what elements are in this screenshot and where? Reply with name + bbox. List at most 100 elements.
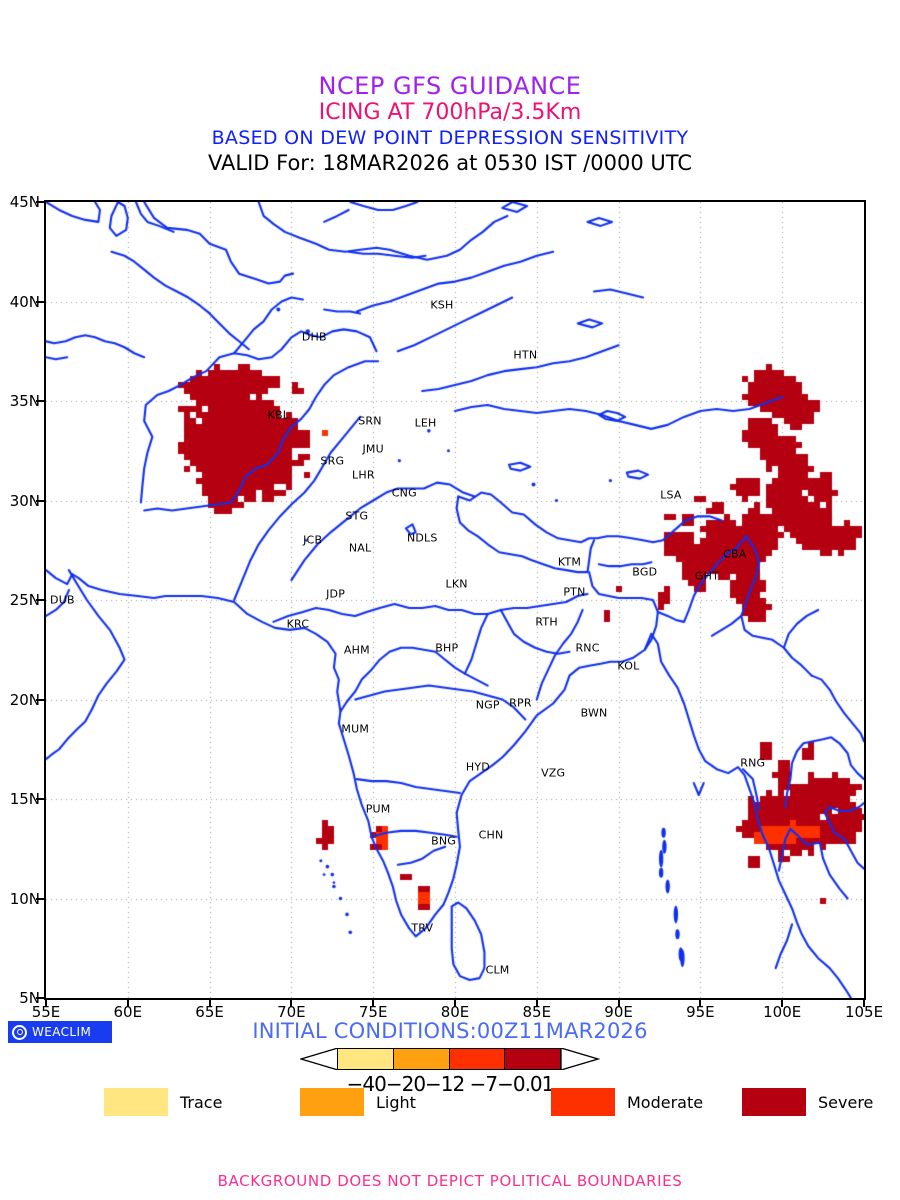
y-axis-tick-label: 35N (9, 392, 40, 410)
legend-item-trace: Trace (104, 1088, 222, 1116)
city-label-ndls: NDLS (406, 531, 438, 545)
y-axis-tick-label: 40N (9, 292, 40, 311)
y-axis-tick-mark (36, 599, 44, 601)
legend-label-trace: Trace (180, 1092, 223, 1112)
colorbar-cell-0 (338, 1049, 394, 1069)
city-label-nal: NAL (348, 541, 372, 555)
legend: Trace Light Moderate Severe (0, 1088, 900, 1122)
city-label-kol: KOL (617, 659, 640, 673)
x-axis-tick-label: 85E (522, 1003, 552, 1021)
city-label-chn: CHN (478, 828, 504, 842)
y-axis-tick-label: 25N (9, 591, 40, 609)
x-axis-tick-label: 55E (31, 1003, 61, 1021)
city-label-srg: SRG (320, 454, 345, 468)
legend-swatch-trace (104, 1088, 168, 1116)
colorbar-cell-1 (393, 1049, 450, 1069)
x-axis-tick-mark (535, 1000, 538, 1007)
city-label-clm: CLM (485, 963, 510, 977)
city-label-rpr: RPR (509, 696, 532, 710)
city-label-trv: TRV (411, 921, 434, 935)
city-label-ksh: KSH (430, 298, 454, 312)
city-label-bwn: BWN (580, 706, 608, 720)
header-block: NCEP GFS GUIDANCE ICING AT 700hPa/3.5Km … (0, 0, 900, 176)
x-axis-tick-label: 105E (844, 1003, 884, 1021)
x-axis-tick-label: 100E (763, 1003, 802, 1021)
legend-item-moderate: Moderate (551, 1088, 703, 1116)
y-axis-tick-mark (36, 698, 44, 701)
city-label-jcb: JCB (303, 533, 323, 547)
colorbar (337, 1048, 561, 1070)
x-axis-tick-mark (617, 1000, 620, 1007)
y-axis-tick-label: 45N (9, 193, 40, 211)
initial-conditions-text: INITIAL CONDITIONS:00Z11MAR2026 (252, 1019, 648, 1043)
legend-swatch-severe (742, 1088, 806, 1116)
city-label-lhr: LHR (352, 468, 375, 482)
city-label-ahm: AHM (343, 643, 370, 657)
y-axis-tick-label: 20N (9, 690, 40, 709)
city-label-hyd: HYD (465, 760, 490, 774)
colorbar-block: −40−20−12 −7−0.01 (0, 1046, 900, 1096)
city-label-cng: CNG (391, 486, 417, 500)
city-label-rng: RNG (740, 756, 766, 770)
y-axis-tick-mark (36, 300, 44, 303)
colorbar-right-arrow-icon (560, 1048, 600, 1070)
city-label-ktm: KTM (557, 555, 582, 569)
legend-item-severe: Severe (742, 1088, 873, 1116)
legend-item-light: Light (300, 1088, 416, 1116)
legend-swatch-moderate (551, 1088, 615, 1116)
y-axis-tick-mark (36, 201, 44, 203)
colorbar-left-arrow-icon (300, 1048, 339, 1070)
x-axis-tick-mark (208, 1000, 211, 1007)
legend-label-severe: Severe (818, 1092, 874, 1112)
city-label-jmu: JMU (362, 442, 384, 456)
map-plot-area[interactable]: DHB KSH HTN KBL SRN LEH JMU SRG LHR CNG STG NDLS JCB… (44, 200, 866, 1000)
title-line-2: ICING AT 700hPa/3.5Km (318, 100, 582, 125)
disclaimer-text: BACKGROUND DOES NOT DEPICT POLITICAL BOU… (217, 1172, 683, 1190)
x-axis-tick-mark (372, 1000, 375, 1007)
city-label-pum: PUM (365, 802, 391, 816)
city-label-bhp: BHP (435, 641, 459, 655)
city-label-ngp: NGP (475, 698, 500, 712)
y-axis-tick-mark (36, 499, 44, 502)
city-label-ptn: PTN (563, 585, 586, 599)
x-axis-tick-label: 75E (358, 1003, 388, 1021)
title-line-1: NCEP GFS GUIDANCE (318, 72, 582, 100)
city-label-cba: CBA (723, 547, 747, 561)
city-label-lkn: LKN (445, 577, 468, 591)
city-label-rnc: RNC (575, 641, 600, 655)
x-axis-tick-label: 70E (277, 1003, 306, 1021)
y-axis-tick-label: 10N (9, 889, 40, 908)
city-label-rth: RTH (535, 615, 558, 629)
legend-label-light: Light (376, 1092, 416, 1112)
city-label-htn: HTN (513, 348, 538, 362)
city-label-mum: MUM (341, 722, 370, 736)
x-axis-tick-mark (863, 1000, 865, 1007)
city-label-lsa: LSA (660, 488, 682, 502)
x-axis-tick-mark (699, 1000, 702, 1007)
weaclim-label: WEACLIM (32, 1025, 92, 1039)
map-canvas (46, 202, 864, 998)
y-axis-tick-mark (36, 400, 44, 402)
city-label-jdp: JDP (326, 587, 346, 601)
city-label-stg: STG (345, 509, 369, 523)
title-valid-time: VALID For: 18MAR2026 at 0530 IST /0000 U… (208, 151, 692, 175)
weaclim-circle-icon (12, 1024, 27, 1040)
y-axis-tick-mark (36, 997, 44, 999)
colorbar-cell-2 (449, 1049, 506, 1069)
city-label-dub: DUB (50, 593, 75, 607)
x-axis-tick-label: 90E (604, 1003, 633, 1021)
y-axis-tick-label: 15N (9, 790, 40, 808)
x-axis-tick-mark (290, 1000, 293, 1007)
city-label-srn: SRN (358, 414, 382, 428)
city-label-krc: KRC (286, 617, 310, 631)
city-label-kbl: KBL (267, 408, 290, 422)
city-label-leh: LEH (414, 416, 437, 430)
x-axis-tick-mark (126, 1000, 129, 1007)
x-axis-tick-mark (454, 1000, 456, 1007)
y-axis-tick-label: 5N (19, 989, 40, 1007)
weaclim-logo: WEACLIM (8, 1021, 112, 1043)
y-axis-tick-mark (36, 798, 44, 800)
city-label-dhb: DHB (301, 330, 327, 344)
city-label-ght: GHT (694, 569, 719, 583)
colorbar-tick-labels: −40−20−12 −7−0.01 (346, 1072, 555, 1096)
